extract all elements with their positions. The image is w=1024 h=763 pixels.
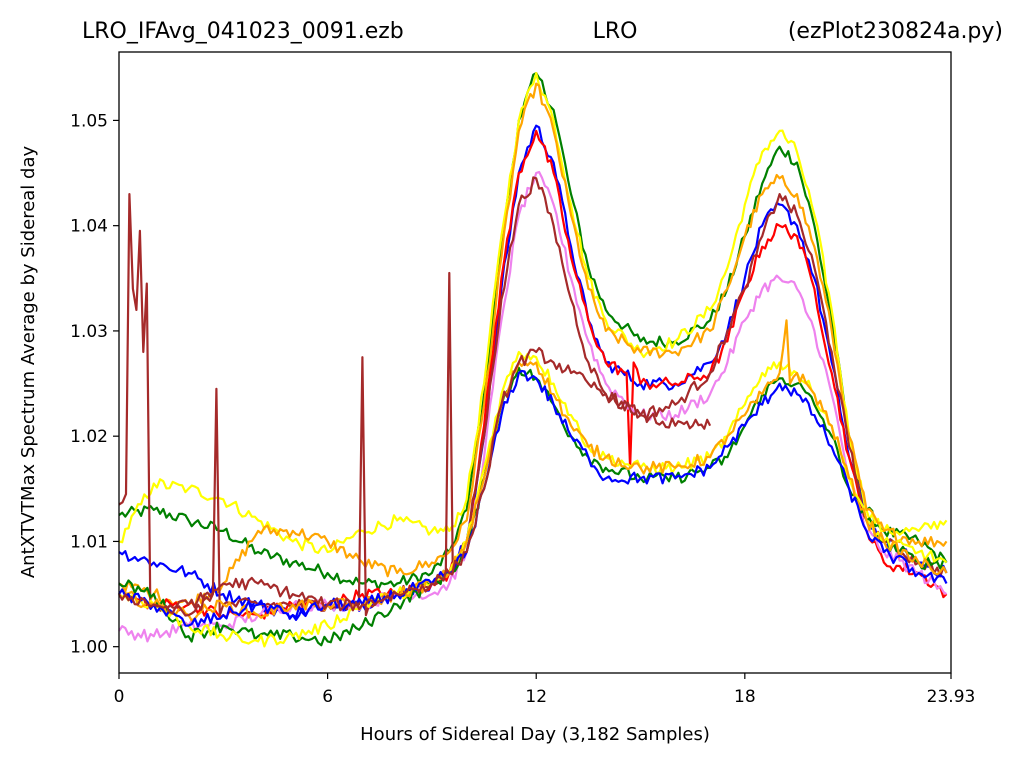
plot-frame xyxy=(118,51,952,674)
series-line-8 xyxy=(118,366,948,647)
y-tick-label: 1.01 xyxy=(70,532,108,552)
series-line-10 xyxy=(118,319,948,622)
y-axis-label: AntXTVTMax Spectrum Average by Sidereal … xyxy=(18,146,39,579)
chart-title: LRO_IFAvg_041023_0091.ezb LRO (ezPlot230… xyxy=(82,19,1003,44)
y-tick-label: 1.04 xyxy=(70,217,108,237)
chart-title-left: LRO_IFAvg_041023_0091.ezb xyxy=(82,19,404,44)
series-line-11 xyxy=(118,369,948,628)
y-tick-label: 1.02 xyxy=(70,427,108,447)
x-tick-label: 23.93 xyxy=(927,687,976,707)
x-tick-label: 18 xyxy=(734,687,756,707)
series-line-6 xyxy=(118,170,948,643)
series-line-1 xyxy=(118,72,948,591)
series-layer xyxy=(118,72,948,648)
y-tick-label: 1.05 xyxy=(70,111,108,131)
chart-title-right: (ezPlot230824a.py) xyxy=(788,19,1003,44)
y-axis: 1.00 1.01 1.02 1.03 1.04 1.05 xyxy=(70,111,119,658)
x-tick-label: 0 xyxy=(114,687,125,707)
chart-title-center: LRO xyxy=(593,19,638,44)
y-tick-label: 1.00 xyxy=(70,638,108,658)
x-axis: 0 6 12 18 23.93 xyxy=(114,673,976,707)
x-tick-label: 6 xyxy=(322,687,333,707)
series-line-3 xyxy=(118,82,948,609)
y-tick-label: 1.03 xyxy=(70,322,108,342)
x-axis-label: Hours of Sidereal Day (3,182 Samples) xyxy=(360,724,710,745)
series-line-12 xyxy=(118,347,712,617)
x-tick-label: 12 xyxy=(525,687,547,707)
series-line-4 xyxy=(118,124,948,621)
